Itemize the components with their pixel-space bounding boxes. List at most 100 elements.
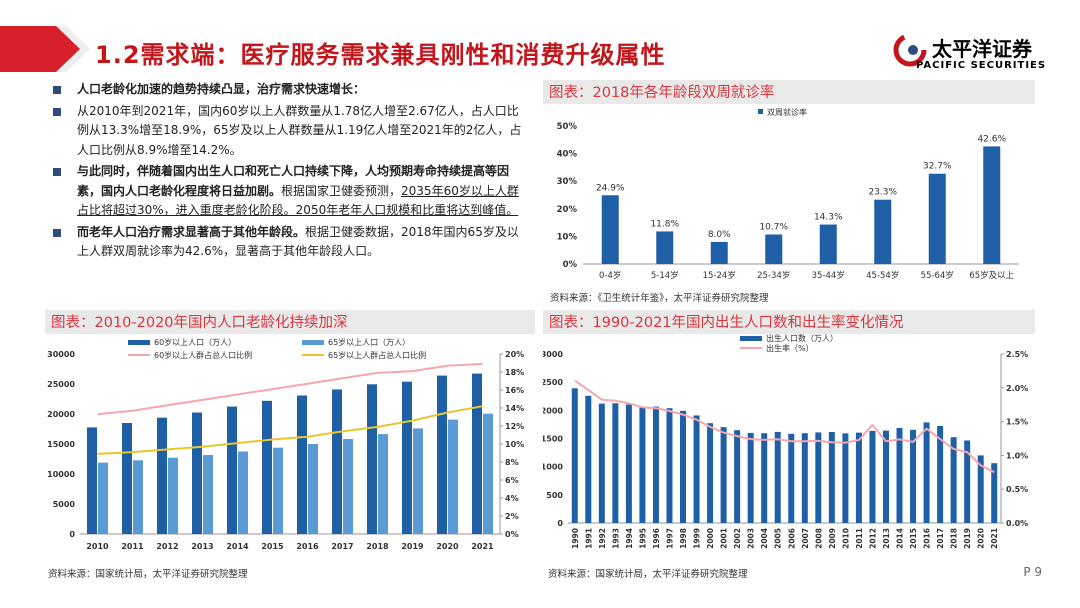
y-right-tick-label: 2% xyxy=(505,512,519,521)
chart3-title: 图表：1990-2021年国内出生人口数和出生率变化情况 xyxy=(549,315,904,331)
x-tick-label: 2017 xyxy=(331,542,353,551)
y-left-tick-label: 1000 xyxy=(543,463,563,472)
x-tick-label: 1991 xyxy=(584,528,593,549)
y-right-tick-label: 1.0% xyxy=(1006,451,1028,460)
bar xyxy=(612,403,619,523)
x-tick-label: 5-14岁 xyxy=(651,270,679,281)
y-left-tick-label: 0 xyxy=(69,530,75,539)
bar xyxy=(378,434,388,534)
bar xyxy=(598,403,605,523)
bar xyxy=(991,463,998,523)
bar xyxy=(238,451,248,534)
x-tick-label: 2010 xyxy=(86,542,109,551)
x-tick-label: 2007 xyxy=(801,528,810,549)
x-tick-label: 2019 xyxy=(401,542,424,551)
x-tick-label: 2011 xyxy=(121,542,144,551)
page-number: P 9 xyxy=(1023,565,1042,579)
y-right-tick-label: 0.5% xyxy=(1006,485,1028,494)
x-tick-label: 2002 xyxy=(733,528,742,549)
y-right-tick-label: 14% xyxy=(505,404,524,413)
chart2-aging-population: 0 5000 10000 15000 20000 25000 30000 0% 2% 4% 6% 8%… xyxy=(47,337,524,551)
x-tick-label: 2012 xyxy=(156,542,178,551)
y-right-tick-label: 20% xyxy=(505,350,524,359)
bar xyxy=(842,433,849,523)
y-right-tick-label: 0% xyxy=(505,530,519,539)
legend-label: 60岁以上人口（万人） xyxy=(154,337,236,347)
x-tick-label: 1996 xyxy=(652,528,661,549)
legend-label: 双周就诊率 xyxy=(767,107,807,117)
bullet-text: 根据卫健委数据，2018年国内65岁及以上人群双周就诊率为42.6%，显著高于其… xyxy=(77,224,519,259)
chart1-title: 图表：2018年各年龄段双周就诊率 xyxy=(549,85,775,101)
x-tick-label: 25-34岁 xyxy=(757,270,790,281)
logo-subtitle: PACIFIC SECURITIES xyxy=(916,60,1047,71)
bullet-square-icon xyxy=(53,228,61,237)
y-right-tick-label: 8% xyxy=(505,458,519,467)
bar xyxy=(950,437,957,523)
bar xyxy=(761,433,768,523)
logo-icon xyxy=(893,33,927,67)
x-tick-label: 45-54岁 xyxy=(866,270,899,281)
bar xyxy=(413,428,423,534)
x-tick-label: 1993 xyxy=(611,528,620,549)
bullet-square-icon xyxy=(53,86,61,94)
bar xyxy=(87,427,97,534)
bar xyxy=(122,423,132,534)
x-tick-label: 65岁及以上 xyxy=(969,270,1014,281)
data-label: 11.8% xyxy=(650,219,679,229)
bullet-bold-text: 与此同时，伴随着国内出生人口和死亡人口持续下降，人均预期寿命持续提高等因素，国内… xyxy=(77,164,510,198)
bar xyxy=(585,395,592,523)
y-left-tick-label: 5000 xyxy=(53,500,76,509)
bar xyxy=(192,412,202,534)
x-tick-label: 2017 xyxy=(936,528,945,549)
bar xyxy=(765,234,783,264)
bar xyxy=(923,422,930,523)
bar xyxy=(168,457,178,534)
bar xyxy=(98,462,108,534)
y-right-tick-label: 0.0% xyxy=(1006,519,1028,528)
x-tick-label: 1998 xyxy=(679,528,688,549)
bar xyxy=(203,455,213,534)
bar xyxy=(874,199,892,264)
bar xyxy=(483,413,493,534)
bar xyxy=(652,406,659,523)
bullet-item: 从2010年到2021年，国内60岁以上人群数量从1.78亿人增至2.67亿人，… xyxy=(53,102,523,161)
y-right-tick-label: 12% xyxy=(505,422,524,431)
bar xyxy=(273,447,283,534)
chart2-source: 资料来源：国家统计局，太平洋证券研究院整理 xyxy=(48,569,248,580)
x-tick-label: 2018 xyxy=(366,542,389,551)
x-tick-label: 1992 xyxy=(598,528,607,549)
bar xyxy=(937,425,944,523)
bar xyxy=(819,224,837,264)
bar xyxy=(720,427,727,523)
chart3-births: 0 500 1000 1500 2000 2500 3000 0.0% 0.5% 1.0% 1.5%… xyxy=(543,334,1028,549)
bar xyxy=(133,460,143,534)
bar xyxy=(472,373,482,534)
bar xyxy=(157,417,167,534)
x-tick-label: 1995 xyxy=(638,528,647,549)
data-label: 8.0% xyxy=(708,230,731,240)
y-left-tick-label: 30000 xyxy=(47,350,75,359)
x-tick-label: 2003 xyxy=(747,528,756,549)
bullet-item: 人口老龄化加速的趋势持续凸显，治疗需求快速增长： xyxy=(53,80,523,100)
series-line xyxy=(574,379,995,474)
bar xyxy=(308,443,318,534)
x-tick-label: 2004 xyxy=(760,528,769,549)
legend-label: 65岁以上人群占总人口比例 xyxy=(328,350,426,360)
x-tick-label: 15-24岁 xyxy=(703,270,736,281)
y-left-tick-label: 500 xyxy=(546,491,563,500)
bar xyxy=(367,384,377,534)
x-tick-label: 2015 xyxy=(909,528,918,549)
x-tick-label: 2009 xyxy=(828,528,837,549)
x-tick-label: 2020 xyxy=(436,542,459,551)
legend-label: 出生率（%） xyxy=(766,343,814,353)
y-left-tick-label: 3000 xyxy=(543,350,563,359)
y-tick-label: 50% xyxy=(557,122,578,132)
bullet-text: 从2010年到2021年，国内60岁以上人群数量从1.78亿人增至2.67亿人，… xyxy=(77,103,522,157)
y-left-tick-label: 1500 xyxy=(543,435,563,444)
x-tick-label: 0-4岁 xyxy=(599,270,621,281)
bar xyxy=(227,406,237,534)
bar xyxy=(964,440,971,523)
bar xyxy=(882,430,889,523)
y-left-tick-label: 2000 xyxy=(543,406,563,415)
bar xyxy=(928,173,946,264)
